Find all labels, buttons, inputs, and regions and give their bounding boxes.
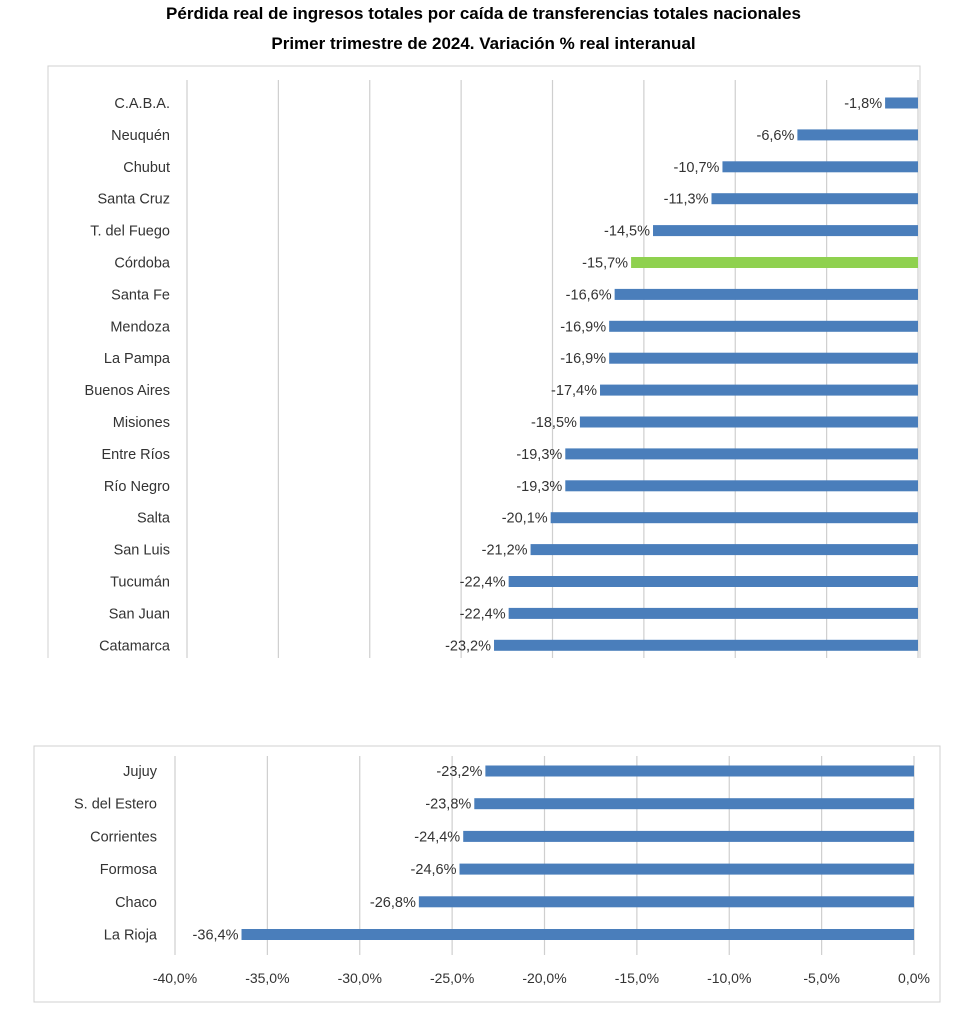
category-label: Neuquén	[111, 128, 170, 144]
data-label: -26,8%	[370, 895, 416, 911]
bar-la-pampa	[609, 352, 918, 364]
data-label: -36,4%	[193, 928, 239, 944]
data-label: -6,6%	[756, 128, 794, 144]
bar-corrientes	[463, 830, 914, 842]
bar-misiones	[579, 416, 918, 428]
category-label: Misiones	[113, 415, 170, 431]
x-tick-label: -10,0%	[707, 970, 751, 986]
data-label: -15,7%	[582, 256, 628, 272]
x-tick-label: -25,0%	[430, 970, 474, 986]
category-label: Córdoba	[114, 256, 171, 272]
x-tick-label: -40,0%	[153, 970, 197, 986]
category-label: Salta	[137, 511, 171, 527]
chart-panel-1: C.A.B.A. -1,8% Neuquén -6,6% Chubut -10,7% San…	[47, 65, 921, 658]
bar-formosa	[459, 863, 914, 875]
data-label: -21,2%	[482, 543, 528, 559]
chart-title: Pérdida real de ingresos totales por caí…	[166, 4, 801, 23]
x-tick-label: -5,0%	[803, 970, 840, 986]
bar-r-o-negro	[565, 480, 918, 492]
data-label: -10,7%	[674, 160, 720, 176]
data-label: -24,6%	[411, 862, 457, 878]
data-label: -16,6%	[566, 287, 612, 303]
bar-santa-fe	[614, 288, 918, 300]
data-label: -18,5%	[531, 415, 577, 431]
bar-t-del-fuego	[653, 225, 918, 237]
bar-tucum-n	[508, 576, 918, 587]
data-label: -16,9%	[560, 319, 606, 335]
bar-catamarca	[494, 639, 918, 651]
plot-frame	[33, 745, 941, 1003]
bar-entre-r-os	[565, 448, 918, 460]
x-tick-label: -20,0%	[522, 970, 566, 986]
bar-c-rdoba	[631, 257, 918, 268]
data-label: -23,2%	[445, 638, 491, 654]
bar-jujuy	[485, 765, 914, 777]
category-label: S. del Estero	[74, 797, 157, 813]
data-label: -14,5%	[604, 224, 650, 240]
bar-san-luis	[530, 544, 918, 556]
data-label: -23,8%	[425, 797, 471, 813]
bar-s-del-estero	[474, 798, 914, 810]
data-label: -22,4%	[460, 606, 506, 622]
bar-mendoza	[609, 320, 918, 332]
bar-salta	[550, 512, 918, 524]
chart-subtitle: Primer trimestre de 2024. Variación % re…	[271, 34, 696, 53]
category-label: T. del Fuego	[90, 224, 170, 240]
category-label: Jujuy	[123, 764, 158, 780]
bar-chubut	[722, 161, 918, 173]
category-label: Tucumán	[110, 575, 170, 591]
category-label: La Pampa	[104, 351, 171, 367]
category-label: Buenos Aires	[85, 383, 170, 399]
category-label: Entre Ríos	[102, 447, 171, 463]
category-label: Catamarca	[99, 638, 171, 654]
category-label: San Juan	[109, 606, 170, 622]
category-label: C.A.B.A.	[114, 96, 170, 112]
data-label: -22,4%	[460, 575, 506, 591]
category-label: Santa Cruz	[97, 192, 170, 208]
data-label: -11,3%	[664, 192, 709, 208]
category-label: La Rioja	[104, 928, 158, 944]
bar-buenos-aires	[600, 384, 918, 396]
bar-san-juan	[508, 607, 918, 619]
data-label: -17,4%	[551, 383, 597, 399]
x-tick-label: -15,0%	[615, 970, 659, 986]
x-tick-label: 0,0%	[898, 970, 930, 986]
category-label: Santa Fe	[111, 287, 170, 303]
bar-chaco	[418, 896, 914, 908]
data-label: -16,9%	[560, 351, 606, 367]
category-label: Chubut	[123, 160, 170, 176]
category-label: Formosa	[100, 862, 158, 878]
data-label: -24,4%	[414, 829, 460, 845]
chart-panel-2: Jujuy -23,2% S. del Estero -23,8% Corrientes…	[33, 745, 941, 1003]
category-label: Río Negro	[104, 479, 170, 495]
data-label: -23,2%	[436, 764, 482, 780]
plot-frame	[47, 65, 921, 658]
data-label: -1,8%	[844, 96, 882, 112]
bar-neuqu-n	[797, 129, 918, 141]
x-tick-label: -30,0%	[338, 970, 382, 986]
category-label: San Luis	[114, 543, 170, 559]
x-tick-label: -35,0%	[245, 970, 289, 986]
data-label: -19,3%	[516, 447, 562, 463]
bar-la-rioja	[241, 929, 914, 940]
bar-c-a-b-a-	[885, 97, 918, 109]
category-label: Chaco	[115, 895, 157, 911]
data-label: -20,1%	[502, 511, 548, 527]
category-label: Mendoza	[110, 319, 171, 335]
data-label: -19,3%	[516, 479, 562, 495]
bar-santa-cruz	[711, 193, 918, 205]
category-label: Corrientes	[90, 829, 157, 845]
